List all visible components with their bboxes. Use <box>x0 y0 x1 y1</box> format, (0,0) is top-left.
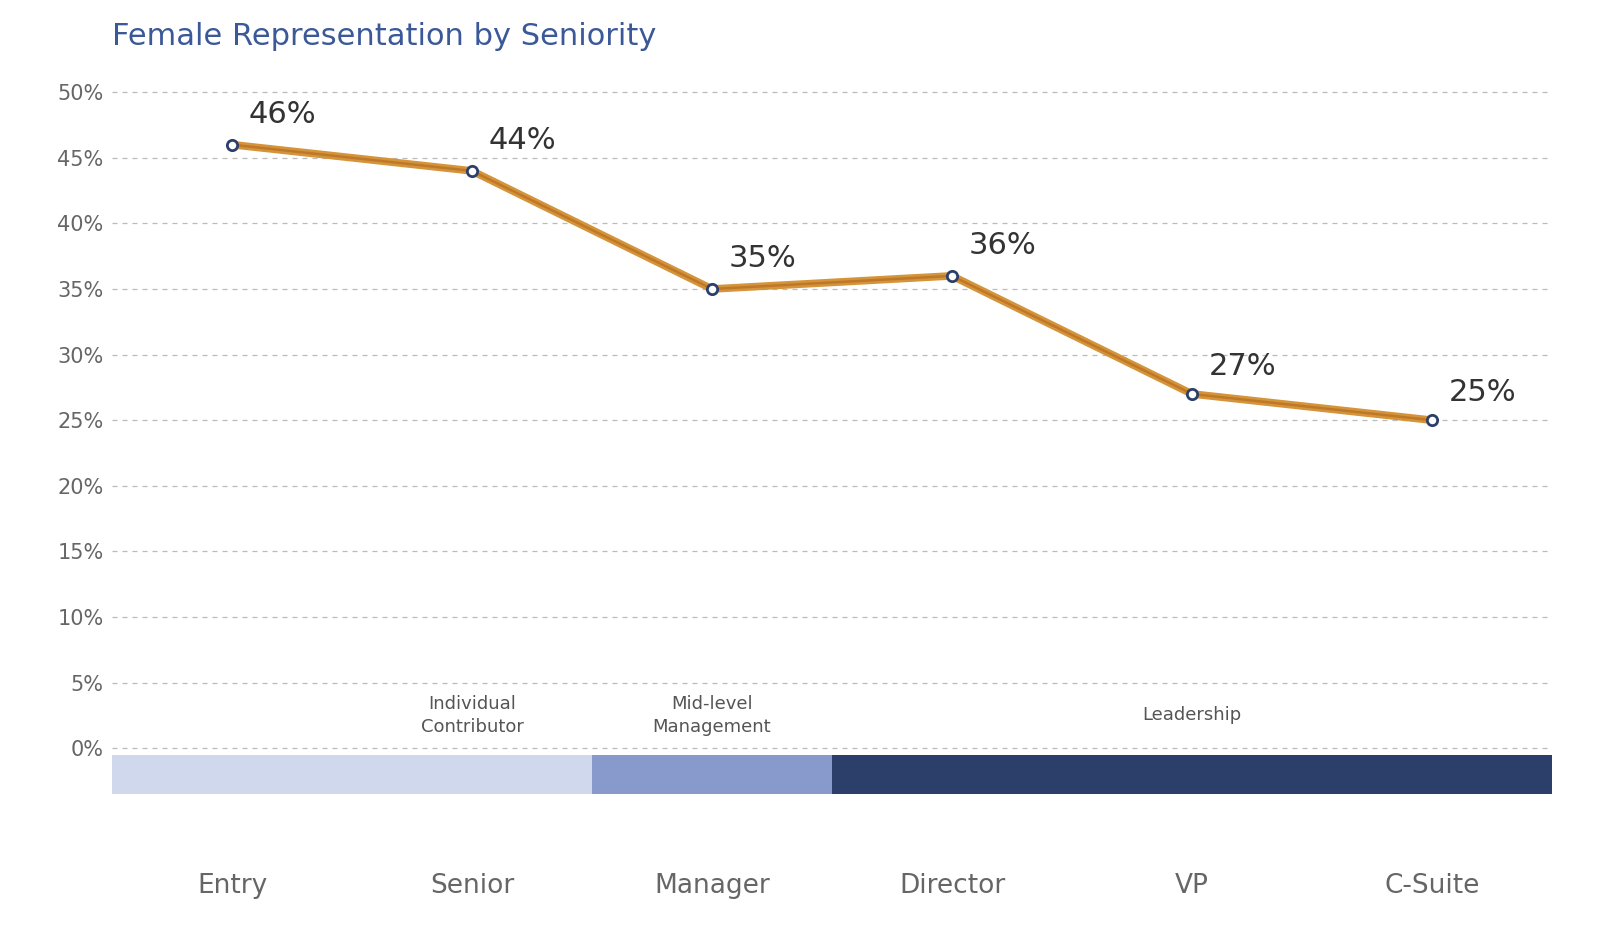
Bar <box>832 755 1552 794</box>
Text: 44%: 44% <box>490 126 557 155</box>
Point <box>1419 413 1445 428</box>
Bar <box>112 755 592 794</box>
Text: 36%: 36% <box>970 231 1037 260</box>
Bar <box>592 755 832 794</box>
Point <box>1179 386 1205 401</box>
Text: 25%: 25% <box>1450 378 1517 407</box>
Text: 27%: 27% <box>1210 352 1277 381</box>
Point <box>459 163 485 178</box>
Text: 35%: 35% <box>728 244 797 273</box>
Point <box>219 138 245 153</box>
Point <box>939 268 965 284</box>
Text: 46%: 46% <box>250 100 317 129</box>
Text: Mid-level
Management: Mid-level Management <box>653 694 771 737</box>
Text: Female Representation by Seniority: Female Representation by Seniority <box>112 22 656 51</box>
Text: Individual
Contributor: Individual Contributor <box>421 694 523 737</box>
Point <box>699 282 725 297</box>
Text: Leadership: Leadership <box>1142 706 1242 724</box>
